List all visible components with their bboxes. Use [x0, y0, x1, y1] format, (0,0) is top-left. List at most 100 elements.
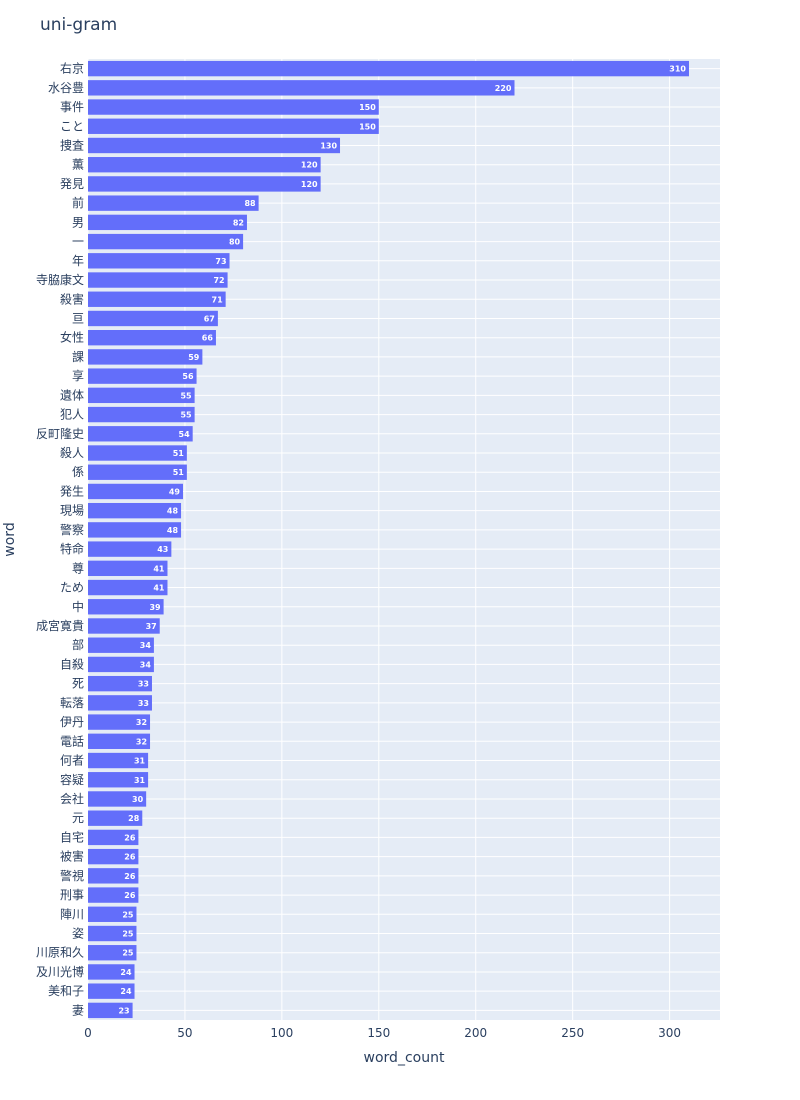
- y-tick-label: 部: [72, 637, 84, 652]
- bar-value-label: 120: [301, 180, 318, 189]
- bar: [88, 1002, 133, 1019]
- y-tick-label: 及川光博: [36, 964, 84, 979]
- y-tick-label: 美和子: [48, 984, 84, 998]
- y-tick-label: 殺害: [60, 291, 84, 306]
- x-tick-label: 200: [464, 1026, 487, 1040]
- bar-value-label: 26: [124, 853, 136, 862]
- bar: [88, 330, 216, 346]
- bar-value-label: 33: [138, 680, 149, 689]
- y-tick-label: 死: [72, 677, 84, 691]
- bar: [88, 695, 152, 711]
- y-tick-label: 殺人: [60, 446, 84, 460]
- bar: [88, 464, 187, 480]
- y-tick-label: 自殺: [60, 657, 84, 671]
- y-tick-label: 年: [72, 254, 84, 268]
- bar: [88, 253, 230, 269]
- bar: [88, 656, 154, 673]
- y-tick-label: 成宮寛貴: [36, 618, 84, 633]
- y-tick-label: 陣川: [60, 907, 84, 921]
- y-tick-label: 容疑: [60, 772, 84, 787]
- bar-value-label: 24: [120, 968, 132, 977]
- bar: [88, 925, 137, 942]
- bar: [88, 733, 151, 749]
- bar-value-label: 26: [124, 833, 136, 842]
- bar-value-label: 55: [180, 411, 192, 420]
- bar-value-label: 32: [136, 718, 147, 727]
- bar: [88, 80, 515, 96]
- bar-value-label: 30: [132, 795, 144, 804]
- bar-value-label: 51: [173, 449, 185, 458]
- bar-value-label: 32: [136, 737, 147, 746]
- y-tick-label: 被害: [60, 849, 84, 864]
- bar: [88, 310, 218, 327]
- bar: [88, 483, 183, 500]
- bar: [88, 233, 244, 250]
- y-tick-label: 捜査: [60, 138, 84, 152]
- bar: [88, 848, 139, 865]
- bar: [88, 829, 139, 846]
- y-tick-label: 発見: [60, 177, 84, 191]
- y-tick-label: 前: [72, 195, 84, 210]
- y-tick-label: 刑事: [60, 888, 84, 902]
- y-tick-label: 係: [72, 465, 84, 479]
- y-tick-label: 警視: [60, 868, 84, 883]
- bar: [88, 195, 259, 211]
- bar: [88, 157, 321, 173]
- y-axis-tick-labels: 右京水谷豊事件こと捜査薫発見前男一年寺脇康文殺害亘女性課享遺体犯人反町隆史殺人係…: [36, 61, 84, 1018]
- y-tick-label: 水谷豊: [48, 81, 84, 95]
- bar: [88, 522, 182, 538]
- y-tick-label: 姿: [72, 927, 84, 941]
- bar: [88, 772, 149, 788]
- y-tick-label: 現場: [60, 504, 84, 518]
- y-tick-label: 女性: [60, 330, 84, 345]
- bar: [88, 560, 168, 577]
- bar-value-label: 37: [146, 622, 157, 631]
- bar-value-label: 80: [229, 238, 241, 247]
- y-tick-label: 発生: [60, 484, 84, 498]
- y-tick-label: 亘: [72, 311, 84, 325]
- bar: [88, 618, 160, 634]
- bar-value-label: 25: [122, 930, 134, 939]
- bar: [88, 983, 135, 999]
- y-tick-label: 犯人: [60, 408, 84, 422]
- bar-value-label: 82: [233, 218, 244, 227]
- y-tick-label: 課: [72, 349, 84, 364]
- bar: [88, 60, 689, 77]
- bar-value-label: 48: [167, 526, 179, 535]
- bar-value-label: 67: [204, 314, 215, 323]
- bar: [88, 349, 203, 365]
- y-tick-label: 一: [72, 235, 84, 249]
- x-axis-title: word_count: [364, 1050, 445, 1066]
- bar: [88, 945, 137, 961]
- bar-value-label: 56: [182, 372, 194, 381]
- y-tick-label: こと: [60, 119, 84, 133]
- x-tick-label: 250: [561, 1026, 584, 1040]
- y-tick-label: 妻: [72, 1003, 84, 1017]
- y-tick-label: 右京: [60, 61, 84, 76]
- y-tick-label: 反町隆史: [36, 426, 84, 441]
- bar-value-label: 71: [212, 295, 224, 304]
- x-tick-label: 150: [367, 1026, 390, 1040]
- bar-value-label: 39: [149, 603, 161, 612]
- bar-labels: 310 220 150 150 130 120 120 88 82 80 73 72 71 67 66 59 5…: [118, 65, 686, 1016]
- bar: [88, 752, 149, 769]
- bar-value-label: 33: [138, 699, 149, 708]
- bar: [88, 887, 139, 903]
- bar-value-label: 51: [173, 468, 185, 477]
- bar-value-label: 24: [120, 987, 132, 996]
- bar-value-label: 130: [320, 141, 337, 150]
- bar-value-label: 72: [213, 276, 224, 285]
- x-tick-label: 300: [658, 1026, 681, 1040]
- x-axis-tick-labels: 0 50 100 150 200 250 300: [84, 1026, 681, 1040]
- x-tick-label: 0: [84, 1026, 92, 1040]
- bar: [88, 445, 187, 461]
- chart-title: uni-gram: [40, 15, 117, 35]
- bar-value-label: 49: [169, 487, 181, 496]
- bar-value-label: 310: [669, 65, 686, 74]
- y-tick-label: 会社: [60, 791, 84, 806]
- bar-value-label: 26: [124, 891, 136, 900]
- y-tick-label: 遺体: [60, 387, 84, 402]
- bar: [88, 791, 147, 807]
- bar: [88, 291, 226, 307]
